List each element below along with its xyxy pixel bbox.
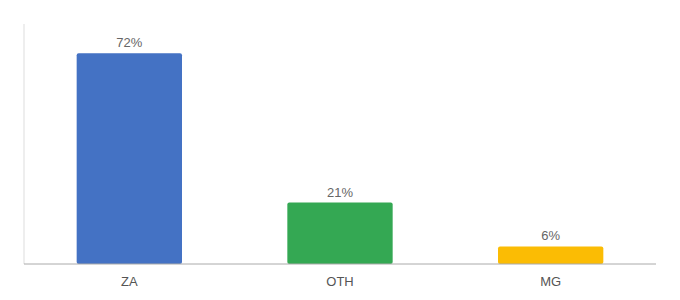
x-axis-line <box>24 264 656 265</box>
chart-container: 72% 21% 6% ZA OTH MG <box>0 0 680 300</box>
data-label: 21% <box>327 185 353 200</box>
bar <box>498 246 603 264</box>
x-tick-label: MG <box>540 274 561 289</box>
x-tick-label: OTH <box>326 274 353 289</box>
data-label: 72% <box>116 35 142 50</box>
data-label: 6% <box>541 228 560 243</box>
bars <box>77 53 604 264</box>
x-tick-labels: ZA OTH MG <box>121 274 561 289</box>
chart-svg: 72% 21% 6% ZA OTH MG <box>0 0 680 300</box>
y-axis-line <box>24 24 25 264</box>
x-tick-label: ZA <box>121 274 138 289</box>
data-labels: 72% 21% 6% <box>116 35 560 243</box>
bar <box>77 53 182 264</box>
plot-area: 72% 21% 6% ZA OTH MG <box>24 24 656 289</box>
bar <box>287 203 392 264</box>
